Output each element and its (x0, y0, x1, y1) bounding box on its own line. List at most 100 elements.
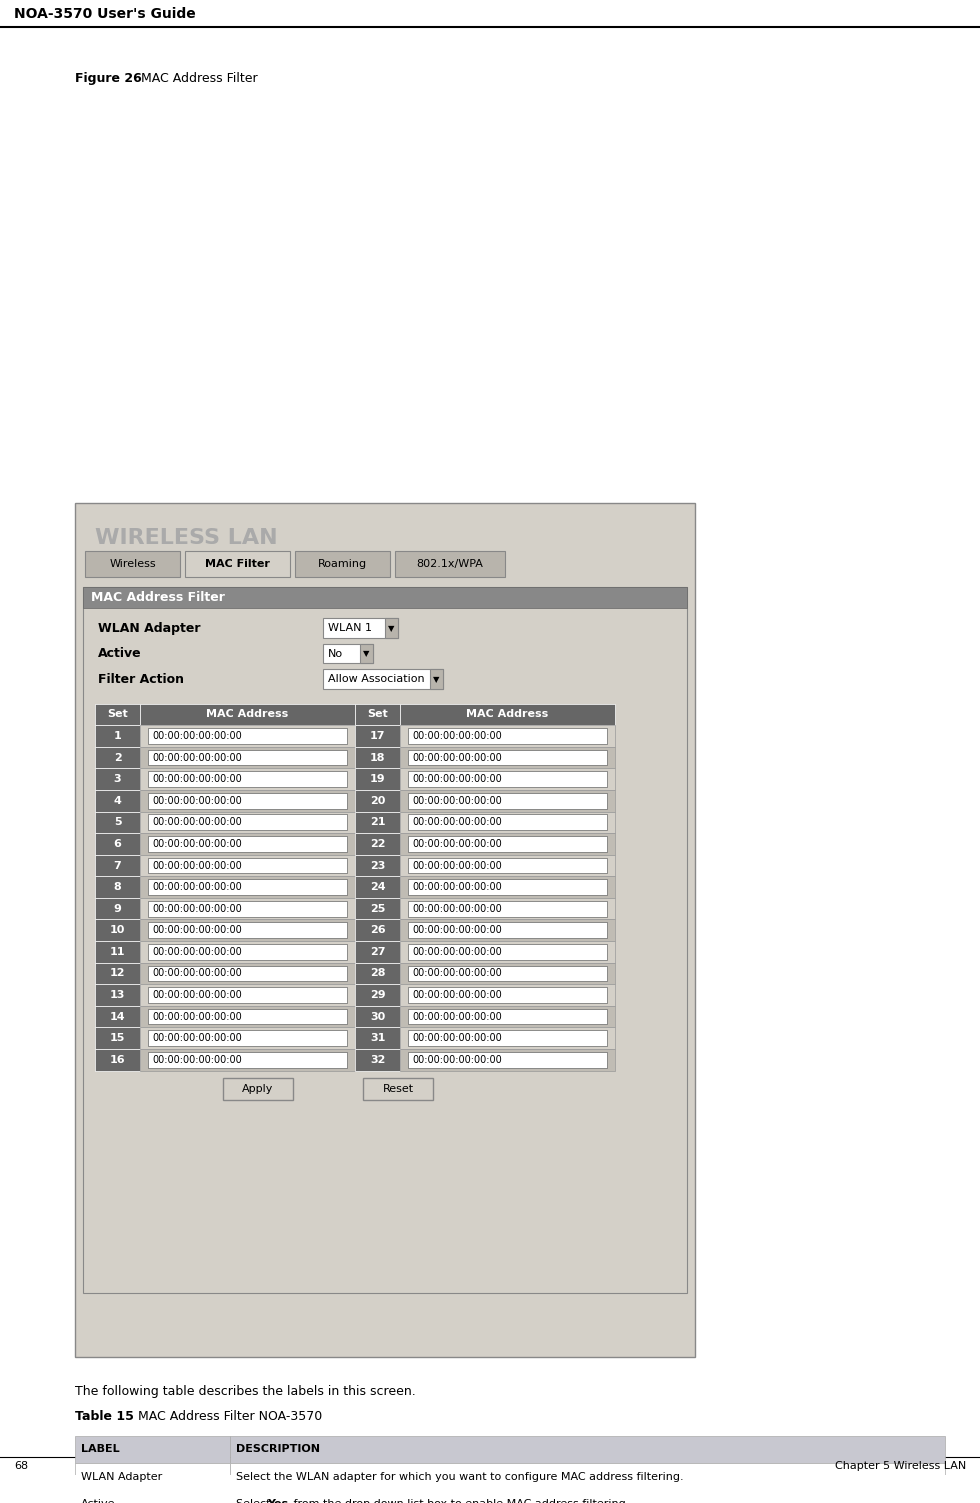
Bar (140, 941, 355, 962)
Bar (148, 1052, 347, 1067)
Bar (140, 855, 355, 876)
Text: 1: 1 (114, 730, 122, 741)
Text: WLAN Adapter: WLAN Adapter (81, 1471, 163, 1482)
Text: 12: 12 (110, 968, 125, 978)
Text: 20: 20 (369, 795, 385, 806)
Bar (355, 747, 400, 768)
Text: Filter Action: Filter Action (98, 672, 184, 685)
Text: 26: 26 (369, 926, 385, 935)
Bar (95, 791, 140, 812)
Bar (95, 747, 140, 768)
Text: 68: 68 (14, 1461, 28, 1471)
Text: Set: Set (107, 709, 127, 720)
Bar (148, 836, 347, 852)
Bar (148, 923, 347, 938)
Bar (148, 727, 347, 744)
Bar (323, 643, 373, 663)
Text: 7: 7 (114, 861, 122, 870)
Bar (355, 897, 400, 920)
Text: 00:00:00:00:00:00: 00:00:00:00:00:00 (412, 839, 502, 849)
Bar (408, 1052, 607, 1067)
Bar (140, 962, 355, 984)
Bar (408, 727, 607, 744)
Text: 6: 6 (114, 839, 122, 849)
Text: 10: 10 (110, 926, 125, 935)
Bar (295, 552, 390, 577)
Bar (230, 1435, 945, 1462)
Text: 00:00:00:00:00:00: 00:00:00:00:00:00 (412, 730, 502, 741)
Bar (95, 1006, 140, 1028)
Bar (83, 586, 687, 609)
Text: ▼: ▼ (433, 675, 439, 684)
Bar (355, 703, 400, 724)
Text: 00:00:00:00:00:00: 00:00:00:00:00:00 (412, 903, 502, 914)
Bar (400, 768, 615, 791)
Bar (408, 879, 607, 894)
Text: Select: Select (236, 1500, 274, 1503)
Bar (323, 618, 398, 637)
Bar (355, 855, 400, 876)
Bar (395, 552, 505, 577)
Text: Wireless: Wireless (109, 559, 156, 570)
Bar (385, 618, 398, 637)
Bar (85, 552, 180, 577)
Bar (355, 1028, 400, 1049)
Bar (140, 984, 355, 1006)
Text: MAC Address Filter: MAC Address Filter (91, 591, 224, 604)
Bar (140, 747, 355, 768)
Bar (400, 941, 615, 962)
Bar (140, 1006, 355, 1028)
Text: 16: 16 (110, 1055, 125, 1064)
Bar (363, 1079, 433, 1100)
Text: 00:00:00:00:00:00: 00:00:00:00:00:00 (412, 774, 502, 785)
Bar (400, 703, 615, 724)
Text: 00:00:00:00:00:00: 00:00:00:00:00:00 (152, 1055, 242, 1064)
Bar (95, 962, 140, 984)
Bar (148, 987, 347, 1003)
Text: Yes: Yes (268, 1500, 289, 1503)
Bar (148, 794, 347, 809)
Bar (148, 750, 347, 765)
Bar (223, 1079, 293, 1100)
Text: 00:00:00:00:00:00: 00:00:00:00:00:00 (152, 1012, 242, 1022)
Text: ▼: ▼ (363, 649, 369, 658)
Text: 00:00:00:00:00:00: 00:00:00:00:00:00 (152, 947, 242, 957)
Text: MAC Address: MAC Address (466, 709, 549, 720)
Bar (408, 987, 607, 1003)
Text: 00:00:00:00:00:00: 00:00:00:00:00:00 (152, 818, 242, 827)
Bar (148, 771, 347, 788)
Text: 17: 17 (369, 730, 385, 741)
Text: 00:00:00:00:00:00: 00:00:00:00:00:00 (412, 1055, 502, 1064)
Bar (95, 724, 140, 747)
Bar (95, 855, 140, 876)
Bar (355, 941, 400, 962)
Bar (408, 836, 607, 852)
Bar (400, 984, 615, 1006)
Bar (140, 1049, 355, 1070)
Text: 00:00:00:00:00:00: 00:00:00:00:00:00 (152, 753, 242, 762)
Text: MAC Address Filter: MAC Address Filter (133, 72, 258, 86)
Bar (408, 794, 607, 809)
Bar (95, 833, 140, 855)
Bar (148, 879, 347, 894)
Bar (95, 920, 140, 941)
Text: 00:00:00:00:00:00: 00:00:00:00:00:00 (152, 730, 242, 741)
Bar (148, 815, 347, 830)
Bar (430, 669, 443, 688)
Text: 27: 27 (369, 947, 385, 957)
Text: ▼: ▼ (388, 624, 395, 633)
Text: 18: 18 (369, 753, 385, 762)
Text: 32: 32 (369, 1055, 385, 1064)
Text: NOA-3570 User's Guide: NOA-3570 User's Guide (14, 6, 196, 21)
Text: 00:00:00:00:00:00: 00:00:00:00:00:00 (412, 818, 502, 827)
Bar (323, 669, 443, 688)
Text: 23: 23 (369, 861, 385, 870)
Text: Set: Set (368, 709, 388, 720)
Bar (400, 724, 615, 747)
Bar (355, 724, 400, 747)
Bar (75, 1462, 230, 1491)
Bar (400, 812, 615, 833)
Text: 15: 15 (110, 1033, 125, 1043)
Bar (400, 920, 615, 941)
Bar (355, 1049, 400, 1070)
